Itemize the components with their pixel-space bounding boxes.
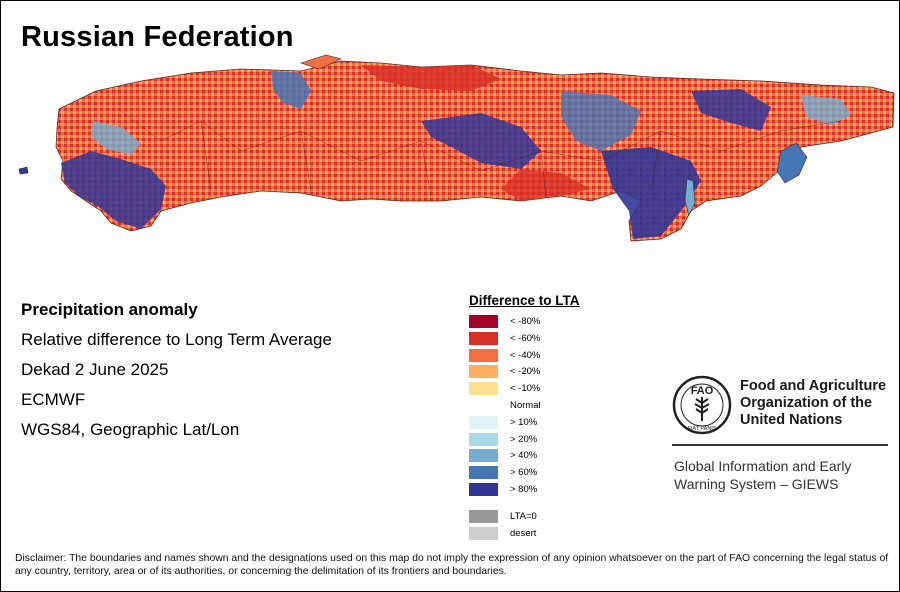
fao-name: Food and Agriculture Organization of the… xyxy=(740,378,886,429)
legend-row: < -60% xyxy=(469,331,619,348)
legend-swatch xyxy=(469,449,498,463)
fao-logo-text: FAO xyxy=(691,385,714,397)
info-period: Dekad 2 June 2025 xyxy=(21,360,169,379)
fao-name-line: Organization of the xyxy=(740,395,873,411)
legend-label: < -60% xyxy=(510,332,541,344)
region-boundaries xyxy=(120,110,842,197)
legend-swatch xyxy=(469,382,498,396)
info-projection: WGS84, Geographic Lat/Lon xyxy=(21,420,240,439)
wet-area-east xyxy=(601,147,701,239)
info-source: ECMWF xyxy=(21,390,86,409)
fao-motto: FIAT PANIS xyxy=(687,426,716,432)
legend-swatch xyxy=(469,399,498,412)
novaya-zemlya xyxy=(300,54,342,70)
divider xyxy=(672,444,888,446)
dry-area-north xyxy=(361,65,501,91)
info-subtitle: Relative difference to Long Term Average xyxy=(21,330,332,349)
giews-name: Global Information and Early Warning Sys… xyxy=(674,457,851,493)
legend-label: Normal xyxy=(510,399,541,411)
legend-swatch xyxy=(469,482,498,496)
legend-row: desert xyxy=(469,526,619,543)
wet-area-north-east xyxy=(801,95,851,125)
legend-swatch xyxy=(469,348,498,362)
wet-area-central xyxy=(561,91,641,151)
legend-title: Difference to LTA xyxy=(469,293,580,308)
legend-swatch xyxy=(469,315,498,328)
legend-row: < -10% xyxy=(469,381,619,398)
legend-label: > 80% xyxy=(510,483,538,495)
legend-label: > 20% xyxy=(510,433,538,445)
legend-swatch xyxy=(469,466,498,480)
legend-row: LTA=0 xyxy=(469,509,619,526)
wet-area-far-east xyxy=(691,89,771,131)
wet-area-west xyxy=(61,151,166,229)
map-title: Russian Federation xyxy=(21,21,294,53)
legend-label: LTA=0 xyxy=(510,510,537,522)
map-info: Precipitation anomaly Relative differenc… xyxy=(21,299,332,449)
legend: Difference to LTA < -80% < -60% < -40% < -2… xyxy=(469,293,619,542)
legend-label: > 60% xyxy=(510,467,538,479)
disclaimer: Disclaimer: The boundaries and names sho… xyxy=(15,553,889,577)
giews-line: Warning System – GIEWS xyxy=(674,476,839,492)
legend-label: desert xyxy=(510,527,537,539)
legend-label: < -10% xyxy=(510,383,541,395)
legend-label: < -80% xyxy=(510,316,541,327)
legend-swatch xyxy=(469,509,498,523)
legend-label: > 40% xyxy=(510,450,538,462)
fao-name-line: Food and Agriculture xyxy=(740,378,887,394)
kaliningrad xyxy=(18,166,29,175)
legend-row: > 40% xyxy=(469,448,619,465)
legend-swatch xyxy=(469,432,498,446)
legend-swatch xyxy=(469,526,498,540)
giews-line: Global Information and Early xyxy=(674,458,852,474)
legend-label: < -20% xyxy=(510,366,541,378)
legend-row: < -20% xyxy=(469,364,619,381)
legend-swatch xyxy=(469,365,498,379)
info-heading: Precipitation anomaly xyxy=(21,300,198,319)
legend-row: > 20% xyxy=(469,432,619,449)
wet-area-urals xyxy=(271,71,311,109)
legend-row: > 60% xyxy=(469,465,619,482)
wet-area-siberia xyxy=(421,113,541,169)
legend-swatch xyxy=(469,415,498,429)
wet-area-west-light xyxy=(91,121,141,155)
fao-name-line: United Nations xyxy=(740,412,843,428)
legend-row: Normal xyxy=(469,398,619,415)
fao-logo-icon: FAO FIAT PANIS xyxy=(672,375,732,435)
legend-label: < -40% xyxy=(510,349,541,361)
legend-row: > 10% xyxy=(469,415,619,432)
legend-row: < -80% xyxy=(469,314,619,331)
sakhalin xyxy=(684,178,696,216)
legend-row: < -40% xyxy=(469,348,619,365)
precipitation-anomaly-map xyxy=(18,54,895,242)
legend-label: > 10% xyxy=(510,416,538,428)
legend-swatch xyxy=(469,331,498,345)
dry-area-east-center xyxy=(501,169,591,201)
kamchatka xyxy=(776,142,808,184)
legend-row: > 80% xyxy=(469,482,619,499)
